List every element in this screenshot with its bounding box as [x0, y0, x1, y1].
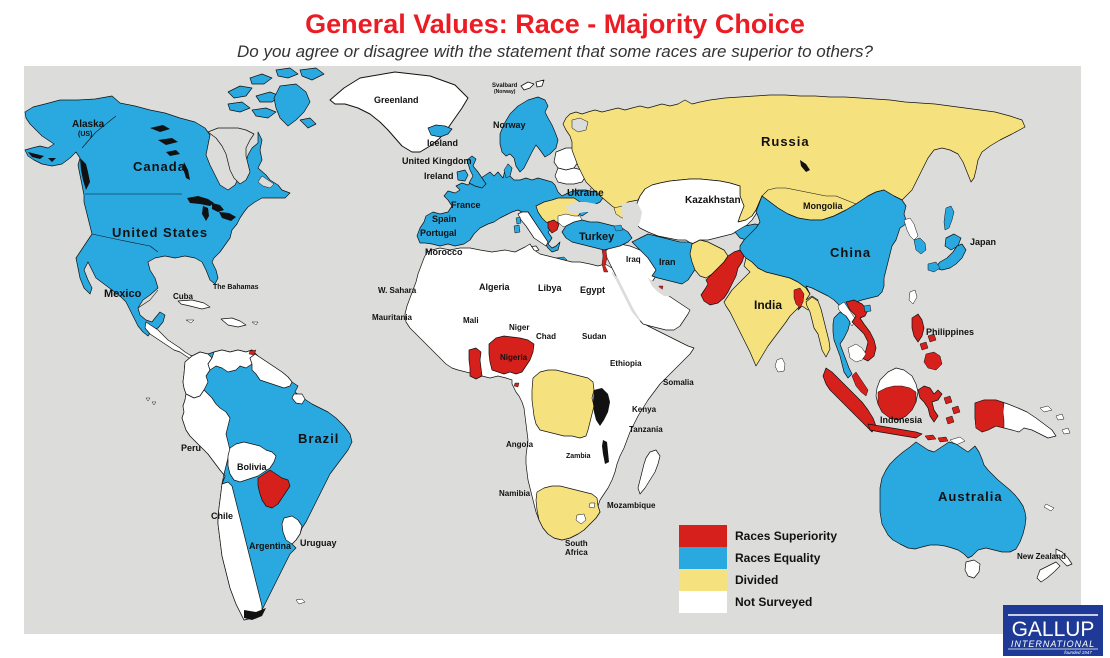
svg-text:Mexico: Mexico: [104, 288, 142, 300]
svg-text:Nigeria: Nigeria: [500, 353, 528, 362]
svg-text:United States: United States: [112, 225, 208, 240]
svg-text:Niger: Niger: [509, 323, 529, 332]
svg-text:Uruguay: Uruguay: [300, 538, 337, 548]
svg-text:W. Sahara: W. Sahara: [378, 286, 417, 295]
svg-text:(Norway): (Norway): [494, 89, 516, 95]
svg-text:Chad: Chad: [536, 332, 556, 341]
svg-text:Tanzania: Tanzania: [629, 425, 663, 434]
svg-text:Brazil: Brazil: [298, 431, 339, 446]
svg-text:Zambia: Zambia: [566, 453, 591, 460]
svg-text:Mongolia: Mongolia: [803, 201, 843, 211]
svg-text:Norway: Norway: [493, 120, 526, 130]
svg-text:Australia: Australia: [938, 489, 1003, 504]
svg-text:Canada: Canada: [133, 159, 186, 174]
svg-text:Russia: Russia: [761, 134, 810, 149]
svg-text:Chile: Chile: [211, 511, 233, 521]
svg-text:Not Surveyed: Not Surveyed: [735, 595, 812, 609]
svg-text:Kazakhstan: Kazakhstan: [685, 195, 741, 206]
svg-text:Do you agree or disagree with: Do you agree or disagree with the statem…: [237, 42, 873, 61]
svg-text:Races Superiority: Races Superiority: [735, 529, 837, 543]
svg-text:United Kingdom: United Kingdom: [402, 156, 472, 166]
svg-text:Ethiopia: Ethiopia: [610, 359, 642, 368]
svg-text:South: South: [565, 539, 588, 548]
svg-text:The Bahamas: The Bahamas: [213, 284, 259, 291]
svg-text:Turkey: Turkey: [579, 231, 615, 243]
svg-text:Argentina: Argentina: [249, 541, 292, 551]
svg-text:founded 1947: founded 1947: [1064, 650, 1092, 655]
svg-text:China: China: [830, 245, 871, 260]
svg-text:Namibia: Namibia: [499, 489, 531, 498]
svg-text:Mali: Mali: [463, 316, 479, 325]
svg-text:Japan: Japan: [970, 237, 996, 247]
svg-text:Mauritania: Mauritania: [372, 313, 413, 322]
svg-text:Greenland: Greenland: [374, 95, 419, 105]
svg-text:General Values: Race - Majorit: General Values: Race - Majority Choice: [305, 9, 805, 39]
svg-text:Philippines: Philippines: [926, 327, 974, 337]
svg-text:Divided: Divided: [735, 573, 778, 587]
svg-text:Iceland: Iceland: [427, 138, 458, 148]
svg-text:Mozambique: Mozambique: [607, 501, 656, 510]
svg-text:Libya: Libya: [538, 283, 563, 293]
svg-text:Portugal: Portugal: [420, 228, 457, 238]
svg-text:Egypt: Egypt: [580, 285, 605, 295]
svg-text:Svalbard: Svalbard: [492, 83, 518, 89]
svg-text:Iraq: Iraq: [626, 255, 641, 264]
svg-text:Bolivia: Bolivia: [237, 462, 268, 472]
svg-text:INTERNATIONAL: INTERNATIONAL: [1011, 639, 1095, 649]
svg-text:Algeria: Algeria: [479, 282, 511, 292]
svg-text:Kenya: Kenya: [632, 405, 657, 414]
svg-text:Ukraine: Ukraine: [567, 188, 604, 199]
svg-text:New Zealand: New Zealand: [1017, 552, 1066, 561]
svg-text:Cuba: Cuba: [173, 292, 194, 301]
svg-text:Peru: Peru: [181, 443, 201, 453]
svg-text:Ireland: Ireland: [424, 171, 454, 181]
svg-text:Morocco: Morocco: [425, 247, 463, 257]
svg-text:Angola: Angola: [506, 440, 534, 449]
svg-text:France: France: [451, 200, 481, 210]
svg-text:Sudan: Sudan: [582, 332, 607, 341]
svg-text:Races Equality: Races Equality: [735, 551, 821, 565]
svg-text:Spain: Spain: [432, 214, 457, 224]
svg-text:GALLUP: GALLUP: [1012, 618, 1095, 641]
svg-text:India: India: [754, 298, 782, 312]
svg-text:Iran: Iran: [659, 257, 676, 267]
svg-text:Alaska: Alaska: [72, 119, 105, 130]
svg-text:Indonesia: Indonesia: [880, 415, 923, 425]
svg-text:(US): (US): [78, 131, 92, 138]
svg-text:Africa: Africa: [565, 548, 588, 557]
svg-text:Somalia: Somalia: [663, 378, 694, 387]
